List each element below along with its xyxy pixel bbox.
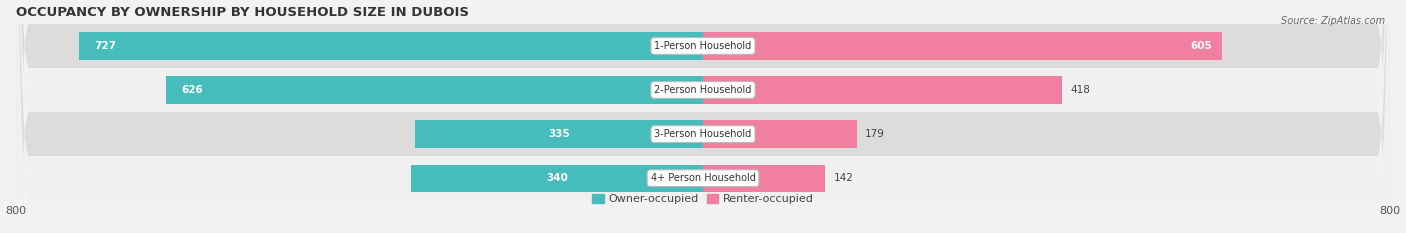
- Bar: [703, 164, 825, 192]
- Text: 418: 418: [1070, 85, 1091, 95]
- Text: 2-Person Household: 2-Person Household: [654, 85, 752, 95]
- Bar: [79, 32, 703, 60]
- Text: 1-Person Household: 1-Person Household: [654, 41, 752, 51]
- Bar: [166, 76, 703, 104]
- Text: Source: ZipAtlas.com: Source: ZipAtlas.com: [1281, 16, 1385, 26]
- FancyBboxPatch shape: [15, 0, 1391, 233]
- FancyBboxPatch shape: [15, 0, 1391, 233]
- Text: 3-Person Household: 3-Person Household: [654, 129, 752, 139]
- Bar: [703, 120, 856, 148]
- Bar: [703, 76, 1062, 104]
- Text: OCCUPANCY BY OWNERSHIP BY HOUSEHOLD SIZE IN DUBOIS: OCCUPANCY BY OWNERSHIP BY HOUSEHOLD SIZE…: [15, 6, 470, 19]
- Text: 626: 626: [181, 85, 202, 95]
- Bar: [415, 120, 703, 148]
- Bar: [703, 32, 1222, 60]
- Bar: [411, 164, 703, 192]
- Legend: Owner-occupied, Renter-occupied: Owner-occupied, Renter-occupied: [588, 190, 818, 209]
- Text: 727: 727: [94, 41, 117, 51]
- Text: 142: 142: [834, 173, 853, 183]
- Text: 340: 340: [546, 173, 568, 183]
- Text: 335: 335: [548, 129, 569, 139]
- Text: 4+ Person Household: 4+ Person Household: [651, 173, 755, 183]
- FancyBboxPatch shape: [15, 0, 1391, 233]
- Text: 605: 605: [1191, 41, 1212, 51]
- FancyBboxPatch shape: [15, 0, 1391, 233]
- Text: 179: 179: [865, 129, 886, 139]
